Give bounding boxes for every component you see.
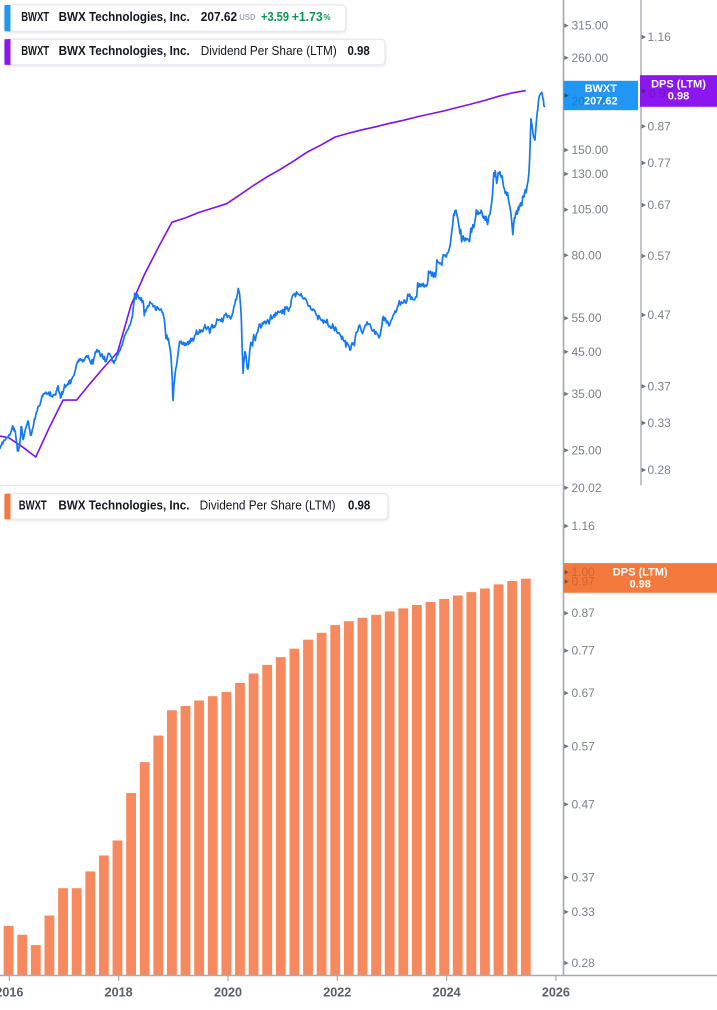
svg-text:2024: 2024 bbox=[433, 986, 461, 1000]
svg-text:55.00: 55.00 bbox=[572, 311, 602, 325]
svg-text:0.33: 0.33 bbox=[648, 416, 672, 430]
svg-text:USD: USD bbox=[239, 12, 255, 22]
svg-text:0.28: 0.28 bbox=[572, 956, 596, 970]
svg-text:2026: 2026 bbox=[542, 986, 570, 1000]
svg-text:0.77: 0.77 bbox=[648, 156, 672, 170]
svg-text:105.00: 105.00 bbox=[572, 203, 609, 217]
svg-text:DPS (LTM): DPS (LTM) bbox=[651, 79, 706, 91]
svg-text:0.87: 0.87 bbox=[648, 119, 672, 133]
svg-text:0.98: 0.98 bbox=[348, 44, 370, 58]
svg-text:0.98: 0.98 bbox=[629, 579, 650, 591]
svg-text:260.00: 260.00 bbox=[572, 51, 609, 65]
svg-text:0.97: 0.97 bbox=[572, 575, 596, 589]
svg-text:1.16: 1.16 bbox=[648, 30, 672, 44]
svg-text:2022: 2022 bbox=[323, 986, 351, 1000]
svg-text:0.47: 0.47 bbox=[572, 797, 596, 811]
svg-text:207.62: 207.62 bbox=[201, 10, 237, 24]
svg-text:0.67: 0.67 bbox=[648, 198, 672, 212]
svg-text:%: % bbox=[324, 12, 331, 22]
svg-text:2020: 2020 bbox=[214, 986, 242, 1000]
svg-text:25.00: 25.00 bbox=[572, 443, 602, 457]
svg-text:207.62: 207.62 bbox=[584, 96, 618, 108]
svg-text:0.33: 0.33 bbox=[572, 905, 596, 919]
svg-text:0.37: 0.37 bbox=[572, 870, 596, 884]
svg-text:150.00: 150.00 bbox=[572, 143, 609, 157]
svg-text:BWX Technologies, Inc.: BWX Technologies, Inc. bbox=[58, 499, 189, 513]
svg-text:BWXT: BWXT bbox=[21, 44, 49, 58]
svg-text:0.57: 0.57 bbox=[648, 249, 672, 263]
svg-text:Dividend Per Share (LTM): Dividend Per Share (LTM) bbox=[200, 499, 336, 513]
svg-text:DPS (LTM): DPS (LTM) bbox=[613, 567, 668, 579]
svg-text:2016: 2016 bbox=[0, 986, 23, 1000]
svg-text:+1.73: +1.73 bbox=[292, 10, 323, 24]
svg-text:1.16: 1.16 bbox=[572, 519, 596, 533]
svg-text:20.02: 20.02 bbox=[572, 481, 602, 495]
svg-text:0.98: 0.98 bbox=[668, 91, 689, 103]
svg-text:0.87: 0.87 bbox=[572, 606, 596, 620]
svg-text:0.47: 0.47 bbox=[648, 308, 672, 322]
svg-text:0.77: 0.77 bbox=[572, 644, 596, 658]
svg-text:+3.59: +3.59 bbox=[261, 10, 289, 24]
svg-text:BWXT: BWXT bbox=[585, 83, 618, 95]
svg-text:BWXT: BWXT bbox=[21, 10, 49, 24]
svg-text:Dividend Per Share (LTM): Dividend Per Share (LTM) bbox=[201, 44, 337, 58]
svg-text:0.67: 0.67 bbox=[572, 686, 596, 700]
svg-text:0.57: 0.57 bbox=[572, 739, 596, 753]
svg-text:315.00: 315.00 bbox=[572, 19, 609, 33]
svg-text:0.37: 0.37 bbox=[648, 379, 672, 393]
svg-text:BWXT: BWXT bbox=[19, 499, 47, 513]
svg-text:80.00: 80.00 bbox=[572, 248, 602, 262]
svg-text:130.00: 130.00 bbox=[572, 167, 609, 181]
svg-text:0.98: 0.98 bbox=[348, 499, 370, 513]
svg-text:35.00: 35.00 bbox=[572, 387, 602, 401]
svg-text:0.28: 0.28 bbox=[648, 463, 672, 477]
svg-text:2018: 2018 bbox=[105, 986, 133, 1000]
svg-text:BWX Technologies, Inc.: BWX Technologies, Inc. bbox=[59, 44, 190, 58]
svg-text:45.00: 45.00 bbox=[572, 345, 602, 359]
svg-text:BWX Technologies, Inc.: BWX Technologies, Inc. bbox=[59, 10, 190, 24]
